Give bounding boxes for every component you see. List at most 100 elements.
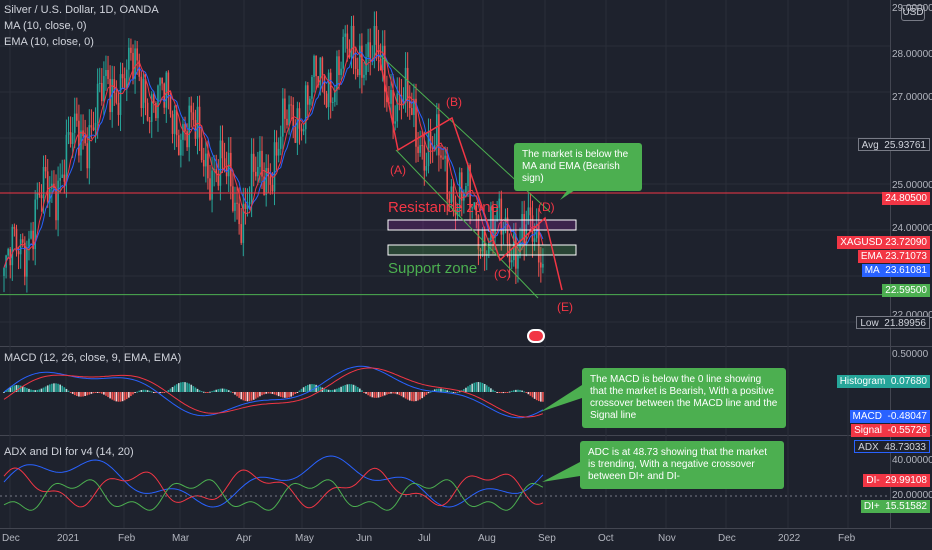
macd-histogram-bar <box>194 387 197 392</box>
candle-body <box>269 176 272 185</box>
wave-path <box>379 59 563 291</box>
candle-body <box>267 168 270 177</box>
macd-histogram-bar <box>215 389 218 392</box>
candle-body <box>406 67 409 101</box>
candle-body <box>361 45 363 78</box>
macd-histogram-bar <box>88 392 91 395</box>
macd-histogram-bar <box>400 392 403 397</box>
candle-body <box>331 101 334 103</box>
macd-histogram-bar <box>19 385 22 392</box>
macd-histogram-bar <box>202 391 205 393</box>
macd-histogram-bar <box>502 392 505 394</box>
candle-body <box>377 44 380 59</box>
macd-histogram-bar <box>417 392 419 401</box>
macd-histogram-bar <box>540 392 542 402</box>
macd-histogram-bar <box>479 382 482 392</box>
macd-histogram-bar <box>273 392 276 395</box>
macd-histogram-bar <box>302 387 305 392</box>
macd-histogram-bar <box>51 383 53 392</box>
macd-histogram-bar <box>429 391 432 393</box>
time-tick: Mar <box>172 533 190 544</box>
candle-body <box>383 45 386 92</box>
candle-body <box>234 202 236 211</box>
macd-histogram-bar <box>533 392 536 399</box>
adx-axis-tick: 40.00000 <box>892 455 932 466</box>
candle-body <box>107 69 109 79</box>
macd-histogram-bar <box>438 388 440 392</box>
candle-body <box>117 102 120 115</box>
macd-histogram-bar <box>529 392 532 396</box>
ma-legend: MA (10, close, 0) <box>4 20 87 32</box>
candle-body <box>504 217 507 231</box>
candle-body <box>433 145 436 150</box>
macd-histogram-bar <box>408 392 411 401</box>
macd-histogram-bar <box>3 392 5 393</box>
candle-body <box>492 206 494 238</box>
macd-histogram-bar <box>59 384 61 392</box>
macd-label: MACD <box>852 411 882 422</box>
candle-body <box>531 215 534 242</box>
candle-body <box>313 55 315 78</box>
candle-body <box>155 102 157 119</box>
macd-histogram-bar <box>481 382 484 392</box>
candle-body <box>304 85 307 130</box>
candle-body <box>425 166 428 171</box>
candle-body <box>323 76 326 94</box>
candle-body <box>98 83 101 85</box>
support-value: 22.59500 <box>885 285 927 296</box>
candle-body <box>336 56 338 91</box>
macd-histogram-bar <box>61 385 64 392</box>
candle-body <box>48 188 51 202</box>
candle-body <box>477 215 480 250</box>
macd-histogram-bar <box>163 392 166 393</box>
candle-body <box>465 185 467 194</box>
candle-body <box>282 98 284 137</box>
candle-body <box>444 155 446 159</box>
candle-body <box>261 150 263 177</box>
macd-histogram-bar <box>423 392 426 397</box>
candle-body <box>448 199 451 203</box>
macd-histogram-bar <box>454 392 457 393</box>
macd-histogram-bar <box>225 389 228 392</box>
candle-body <box>306 85 309 105</box>
candle-body <box>219 140 222 186</box>
macd-histogram-bar <box>512 390 515 392</box>
candle-body <box>458 172 461 209</box>
macd-histogram-bar <box>413 392 415 402</box>
candle-body <box>207 153 209 179</box>
symbol-title: Silver / U.S. Dollar, 1D, OANDA <box>4 4 159 16</box>
macd-histogram-bar <box>107 392 109 398</box>
candle-body <box>105 69 107 76</box>
macd-histogram-bar <box>396 392 399 395</box>
candle-body <box>182 124 184 140</box>
candle-body <box>319 57 322 86</box>
candle-body <box>408 100 411 109</box>
support-zone-label: Support zone <box>388 260 478 277</box>
macd-histogram-bar <box>146 390 149 392</box>
macd-histogram-bar <box>383 392 386 396</box>
macd-histogram-bar <box>506 392 509 393</box>
macd-histogram-bar <box>248 392 251 402</box>
candle-body <box>113 79 116 93</box>
currency-badge[interactable]: USD <box>901 5 925 21</box>
macd-histogram-bar <box>415 392 417 402</box>
resistance-zone-box <box>387 219 577 231</box>
candle-body <box>186 131 188 148</box>
candle-body <box>65 134 68 182</box>
candle-body <box>438 114 440 156</box>
macd-histogram-bar <box>71 392 74 394</box>
candle-body <box>529 207 532 216</box>
macd-histogram-bar <box>535 392 538 401</box>
candle-body <box>92 127 95 131</box>
candle-body <box>167 72 170 96</box>
candle-body <box>69 132 72 144</box>
candle-body <box>375 25 378 45</box>
macd-histogram-bar <box>36 389 39 392</box>
macd-histogram-bar <box>9 387 12 392</box>
macd-histogram-bar <box>86 392 89 396</box>
candle-body <box>142 78 145 109</box>
ema-legend: EMA (10, close, 0) <box>4 36 94 48</box>
candle-body <box>94 122 97 131</box>
replay-icon[interactable] <box>527 329 545 343</box>
macd-histogram-bar <box>411 392 413 402</box>
